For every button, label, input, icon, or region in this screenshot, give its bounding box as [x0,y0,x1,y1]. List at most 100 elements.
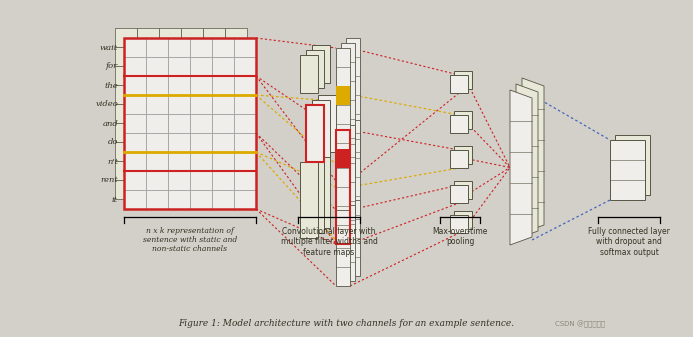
Bar [203,161,225,180]
Bar [341,43,355,176]
Bar [203,180,225,199]
Bar [225,85,247,104]
Bar [181,161,203,180]
Bar [146,171,168,190]
Polygon shape [522,78,544,233]
Bar [168,57,190,76]
Bar [318,95,336,152]
Bar [115,28,137,47]
Bar [225,47,247,66]
Bar [146,95,168,114]
Bar [159,104,181,123]
Polygon shape [510,90,532,245]
Bar [190,57,212,76]
Bar [190,171,212,190]
Bar [181,104,203,123]
Text: Figure 1: Model architecture with two channels for an example sentence.: Figure 1: Model architecture with two ch… [178,319,514,328]
Bar [159,85,181,104]
Bar [115,85,137,104]
Bar [336,48,350,181]
Bar [181,142,203,161]
Bar [336,86,350,105]
Bar [190,95,212,114]
Bar [115,104,137,123]
Bar [181,28,203,47]
Bar [159,142,181,161]
Bar [124,76,146,95]
Text: video: video [95,100,118,109]
Text: Fully connected layer
with dropout and
softmax output: Fully connected layer with dropout and s… [588,227,670,257]
Bar [234,38,256,57]
Bar [336,149,350,168]
Bar [312,100,330,157]
Text: rent: rent [100,177,118,184]
Bar [225,142,247,161]
Bar [159,161,181,180]
Bar [181,123,203,142]
Text: n x k representation of
sentence with static and
non-static channels: n x k representation of sentence with st… [143,227,237,253]
Text: Convolutional layer with
multiple filter widths and
feature maps: Convolutional layer with multiple filter… [281,227,378,257]
Bar [212,57,234,76]
Bar [341,205,355,281]
Bar [115,161,137,180]
Bar [450,185,468,203]
Text: for: for [106,62,118,70]
Bar [300,55,318,93]
Bar [341,125,355,239]
Bar [137,66,159,85]
Bar [312,152,330,228]
Bar [306,50,324,88]
Bar [615,135,650,195]
Bar [306,157,324,233]
Bar [346,38,360,171]
Bar [137,47,159,66]
Bar [203,142,225,161]
Bar [146,38,168,57]
Bar [212,76,234,95]
Bar [203,66,225,85]
Bar [146,190,168,209]
Bar [159,180,181,199]
Bar [203,104,225,123]
Bar [225,123,247,142]
Bar [115,180,137,199]
Bar [124,114,146,133]
Bar [168,95,190,114]
Bar [168,152,190,171]
Bar [450,150,468,168]
Bar [124,133,146,152]
Bar [124,95,146,114]
Bar [306,105,324,162]
Bar [115,123,137,142]
Bar [168,114,190,133]
Bar [306,105,324,162]
Bar [234,95,256,114]
Bar [454,146,472,164]
Bar [454,211,472,229]
Bar [346,200,360,276]
Text: wait: wait [100,43,118,52]
Bar [212,152,234,171]
Bar [610,140,645,200]
Text: n't: n't [107,157,118,165]
Bar [124,38,146,57]
Bar [225,104,247,123]
Bar [146,114,168,133]
Bar [168,133,190,152]
Bar [115,142,137,161]
Bar [212,95,234,114]
Bar [225,28,247,47]
Bar [203,47,225,66]
Bar [115,47,137,66]
Bar [203,85,225,104]
Bar [234,152,256,171]
Bar [190,76,212,95]
Bar [190,152,212,171]
Bar [190,114,212,133]
Bar [168,38,190,57]
Bar [146,57,168,76]
Bar [159,47,181,66]
Text: and: and [103,120,118,127]
Bar [212,133,234,152]
Bar [454,71,472,89]
